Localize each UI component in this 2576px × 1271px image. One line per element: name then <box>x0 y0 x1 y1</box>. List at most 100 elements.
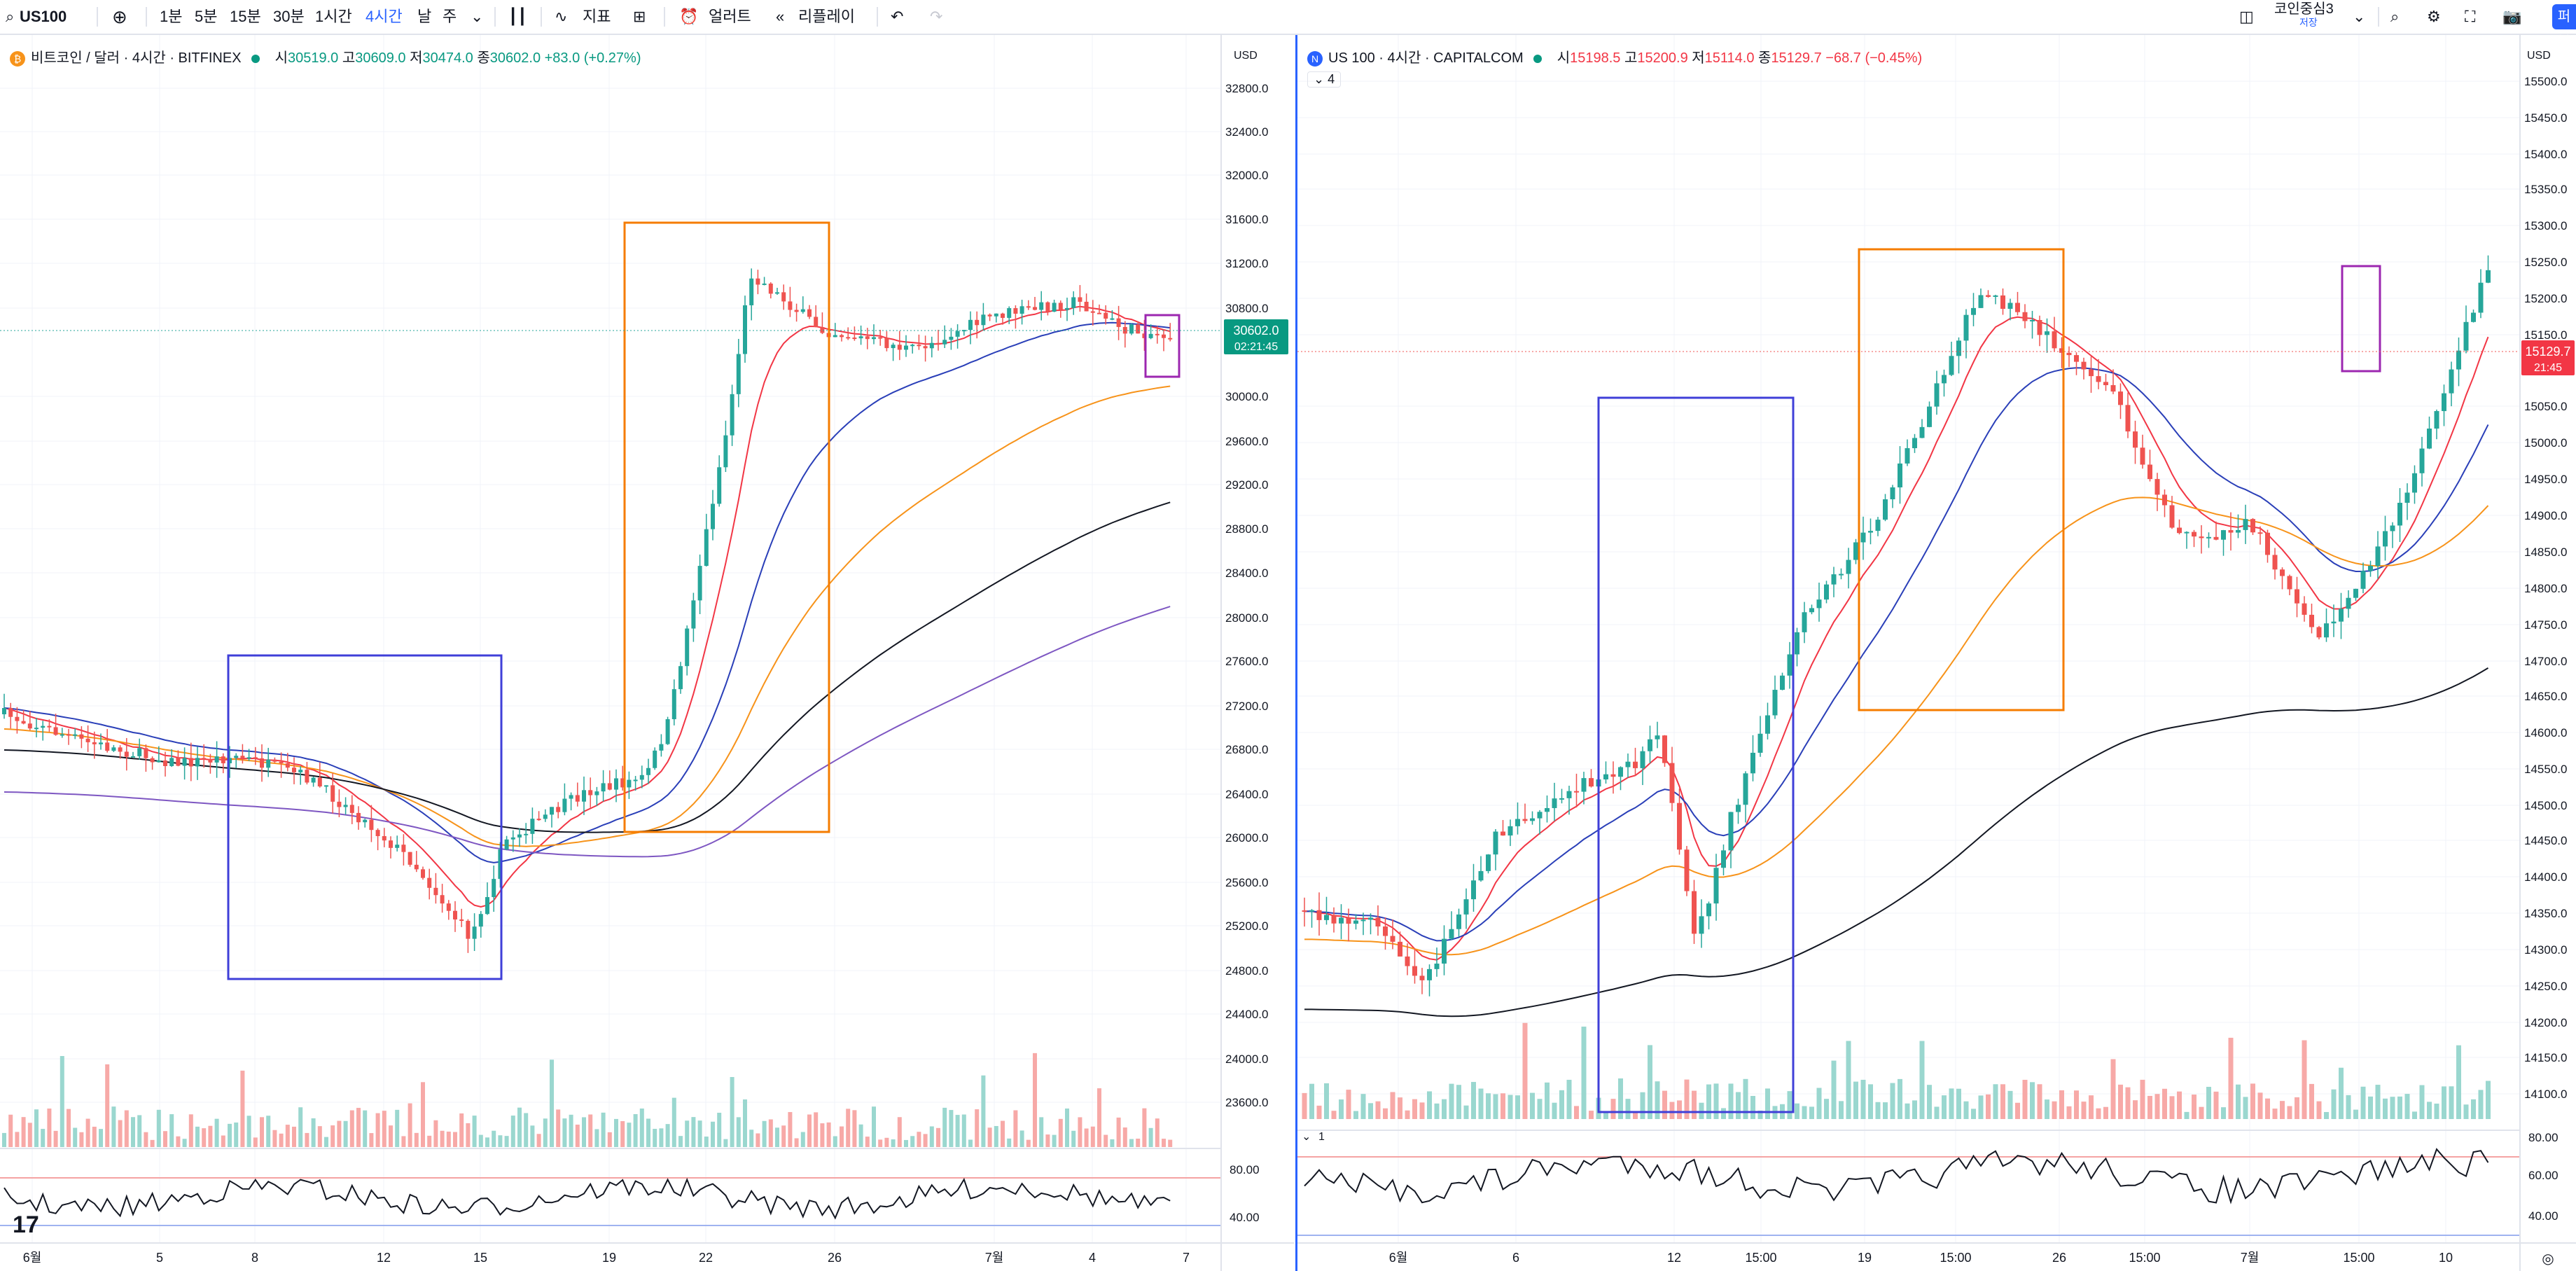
symbol-search-icon[interactable]: ⌕ <box>6 8 15 25</box>
volume-bar <box>2390 1097 2395 1119</box>
interval-day[interactable]: 날 <box>417 8 432 25</box>
volume-bar <box>47 1109 52 1147</box>
candle-body <box>788 301 793 310</box>
indicators-icon[interactable]: ∿ <box>555 8 568 25</box>
drawing-box-purple[interactable] <box>1144 314 1181 378</box>
time-tick: 5 <box>156 1251 163 1265</box>
interval-15m[interactable]: 15분 <box>230 8 261 25</box>
candle-body <box>504 839 509 849</box>
volume-bar <box>936 1127 940 1147</box>
price-scale[interactable]: 32800.0 32400.0 32000.0 31600.0 31200.0 30800… <box>1225 82 1268 1224</box>
interval-5m[interactable]: 5분 <box>195 8 218 25</box>
us100-chart-canvas[interactable]: 15500.0 15450.0 15400.0 15350.0 15300.0 15250… <box>1297 35 2576 1271</box>
redo-icon[interactable]: ↷ <box>930 8 943 25</box>
candle-body <box>1581 778 1587 792</box>
time-scale[interactable]: 6월 5 8 12 15 19 22 26 7월 4 7 <box>23 1251 1190 1265</box>
candle-body <box>2257 532 2263 534</box>
volume-bar <box>846 1109 851 1147</box>
volume-bar <box>446 1131 451 1147</box>
interval-dropdown-icon[interactable]: ⌄ <box>471 8 484 25</box>
time-tick: 15:00 <box>2343 1251 2374 1265</box>
volume-bar <box>2324 1111 2329 1119</box>
publish-button[interactable]: 퍼블 <box>2552 4 2576 50</box>
interval-30m[interactable]: 30분 <box>273 8 305 25</box>
volume-bar <box>2074 1090 2079 1119</box>
candle-body <box>1463 899 1469 915</box>
chart-title[interactable]: US 100 · 4시간 · CAPITALCOM <box>1328 50 1524 66</box>
btc-chart-canvas[interactable]: 32800.0 32400.0 32000.0 31600.0 31200.0 30800… <box>0 35 1294 1271</box>
interval-4h[interactable]: 4시간 <box>365 8 403 25</box>
drawing-box-purple[interactable] <box>2341 265 2381 373</box>
candle-body <box>1824 584 1829 600</box>
volume-bar <box>1787 1091 1792 1119</box>
candle-body <box>2287 576 2292 590</box>
candle-body <box>1713 868 1719 904</box>
candle-body <box>1978 295 1984 308</box>
drawing-box-blue[interactable] <box>227 654 503 980</box>
price-tick: 24800.0 <box>1225 964 1268 978</box>
quick-search-icon[interactable]: ⌕ <box>2390 8 2400 25</box>
candle-body <box>1662 735 1667 763</box>
volume-bar <box>401 1136 406 1147</box>
candle-body <box>620 778 625 788</box>
candle-body <box>1515 819 1520 826</box>
chart-title[interactable]: 비트코인 / 달러 · 4시간 · BITFINEX <box>31 50 242 66</box>
interval-1h[interactable]: 1시간 <box>315 8 352 25</box>
candle-body <box>1486 854 1491 871</box>
chart-type-candle-icon[interactable]: ┃┃ <box>508 8 527 25</box>
volume-bar <box>840 1126 844 1147</box>
time-tick: 6 <box>1512 1251 1519 1265</box>
volume-bar <box>1919 1041 1925 1119</box>
candle-body <box>369 819 374 831</box>
volume-bar <box>697 1120 702 1147</box>
layout-dropdown-icon[interactable]: ⌄ <box>2353 8 2366 25</box>
candle-body <box>678 666 683 690</box>
candle-body <box>1949 356 1954 375</box>
settings-gear-icon[interactable]: ⚙ <box>2427 8 2441 25</box>
layout-name[interactable]: 코인중심3 <box>2274 1 2334 17</box>
add-symbol-icon[interactable]: ⊕ <box>112 6 127 27</box>
volume-bar <box>124 1110 129 1147</box>
snapshot-camera-icon[interactable]: 📷 <box>2502 8 2522 25</box>
drawing-box-orange[interactable] <box>1858 248 2065 711</box>
chart-panel-btc[interactable]: 32800.0 32400.0 32000.0 31600.0 31200.0 30800… <box>0 35 1294 1271</box>
symbol-name[interactable]: US100 <box>20 8 67 25</box>
time-tick: 7월 <box>985 1251 1004 1265</box>
candle-body <box>1116 318 1121 327</box>
time-tick: 12 <box>1667 1251 1681 1265</box>
drawing-box-orange[interactable] <box>623 221 830 833</box>
candle-body <box>2066 352 2072 356</box>
templates-icon[interactable]: ⊞ <box>633 8 646 25</box>
candle-body <box>73 734 78 736</box>
candle-body <box>1574 791 1579 793</box>
price-scale[interactable]: 15500.0 15450.0 15400.0 15350.0 15300.0 15250… <box>2524 75 2567 1223</box>
volume-bar <box>2052 1101 2057 1119</box>
chart-panel-us100[interactable]: 15500.0 15450.0 15400.0 15350.0 15300.0 15250… <box>1295 35 2576 1271</box>
volume-bar <box>2309 1083 2314 1119</box>
drawing-box-blue[interactable] <box>1597 396 1795 1113</box>
candle-body <box>1331 915 1337 924</box>
replay-icon[interactable]: « <box>776 8 785 25</box>
layout-icon[interactable]: ◫ <box>2239 8 2254 25</box>
volume-bar <box>550 1060 554 1147</box>
candle-body <box>1078 297 1082 302</box>
candle-body <box>1736 805 1741 812</box>
candle-body <box>1148 333 1153 338</box>
volume-bar <box>1383 1108 1388 1119</box>
alert-icon[interactable]: ⏰ <box>679 8 699 25</box>
volume-bar <box>904 1139 908 1147</box>
indicators-button[interactable]: 지표 <box>583 8 611 25</box>
oscillator-collapse[interactable]: ⌄ 1 <box>1302 1131 1325 1143</box>
alerts-button[interactable]: 얼러트 <box>709 8 751 25</box>
candle-body <box>2074 355 2079 362</box>
goto-realtime-icon[interactable]: ◎ <box>2542 1251 2554 1267</box>
interval-week[interactable]: 주 <box>443 8 457 25</box>
volume-bar <box>1033 1053 1037 1147</box>
interval-1m[interactable]: 1분 <box>160 8 183 25</box>
indicator-collapse[interactable]: ⌄ 4 <box>1307 71 1342 88</box>
volume-bar <box>1515 1095 1520 1119</box>
undo-icon[interactable]: ↶ <box>891 8 904 25</box>
time-scale[interactable]: 6월 6 12 15:00 19 15:00 26 15:00 7월 15:00 10 <box>1389 1251 2453 1265</box>
fullscreen-icon[interactable]: ⛶ <box>2465 8 2476 25</box>
replay-button[interactable]: 리플레이 <box>798 8 855 25</box>
